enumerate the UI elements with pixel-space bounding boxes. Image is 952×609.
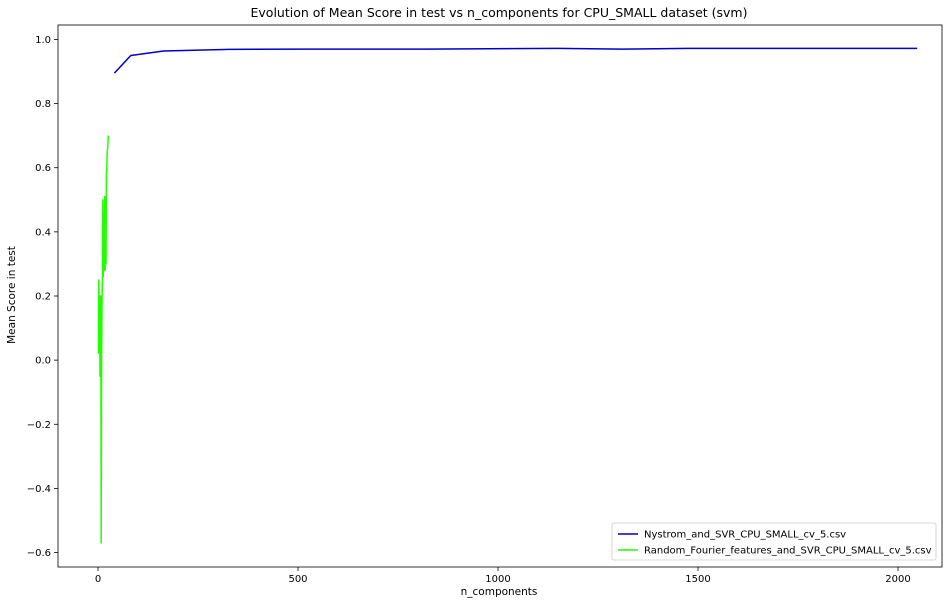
- plot-area: [57, 24, 943, 568]
- chart-title: Evolution of Mean Score in test vs n_com…: [251, 5, 748, 20]
- x-tick-label: 1000: [485, 574, 510, 585]
- y-axis-ticks: −0.6 −0.4 −0.2 0.0 0.2 0.4 0.6 0.8 1.0: [27, 35, 58, 559]
- y-tick-label: 0.8: [35, 99, 51, 110]
- y-tick-label: 0.2: [35, 292, 51, 303]
- y-tick-label: 0.6: [35, 163, 51, 174]
- y-tick-label: −0.6: [27, 548, 51, 559]
- y-tick-label: −0.2: [27, 420, 51, 431]
- x-axis-ticks: 0 500 1000 1500 2000: [95, 567, 911, 585]
- legend: Nystrom_and_SVR_CPU_SMALL_cv_5.csv Random…: [611, 522, 937, 561]
- x-tick-label: 2000: [885, 574, 910, 585]
- x-tick-label: 0: [95, 574, 101, 585]
- y-tick-label: 0.4: [35, 227, 51, 238]
- series-line-2: [97, 135, 110, 544]
- y-tick-label: 0.0: [35, 356, 51, 367]
- legend-label-2: Random_Fourier_features_and_SVR_CPU_SMAL…: [644, 546, 932, 557]
- y-axis-label: Mean Score in test: [6, 246, 18, 344]
- y-tick-label: −0.4: [27, 484, 51, 495]
- plot-background: [58, 25, 942, 567]
- y-tick-label: 1.0: [35, 35, 51, 46]
- legend-label-1: Nystrom_and_SVR_CPU_SMALL_cv_5.csv: [644, 530, 846, 541]
- legend-box: [611, 522, 937, 561]
- x-tick-label: 500: [288, 574, 307, 585]
- series-line-1: [113, 47, 918, 74]
- x-tick-label: 1500: [685, 574, 710, 585]
- x-axis-label: n_components: [461, 586, 538, 598]
